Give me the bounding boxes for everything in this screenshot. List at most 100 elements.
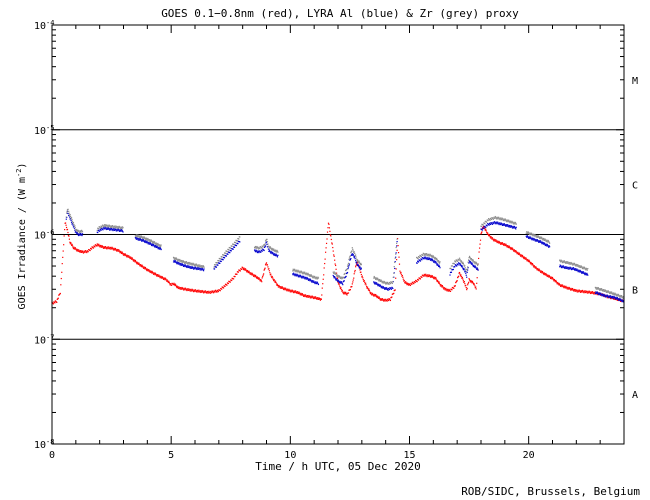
data-point [303,273,305,275]
data-point [194,290,196,293]
data-point [65,224,67,226]
data-point [83,250,85,252]
data-point [97,245,99,247]
data-point [496,241,498,243]
data-point [132,259,134,261]
data-point [561,266,564,268]
data-point [568,286,570,289]
data-point [391,282,393,285]
data-point [469,256,471,259]
data-point [481,229,484,231]
data-point [540,270,542,272]
data-point [258,277,260,279]
data-point [596,287,598,289]
data-point [540,241,542,243]
data-point [176,285,178,287]
data-point [510,247,513,250]
data-point [252,273,254,275]
data-point [460,264,462,266]
data-point [445,288,447,290]
data-point [460,276,463,278]
data-point [192,291,195,293]
data-point [561,285,563,288]
data-point [316,297,319,299]
data-point [394,289,396,291]
data-point [432,255,434,257]
data-point [479,243,481,245]
data-point [377,279,380,281]
data-point [540,242,543,244]
data-point [277,254,279,256]
data-point [302,277,304,279]
flare-class-m: M [632,76,638,87]
data-point [151,241,153,243]
data-point [466,287,468,290]
data-point [581,271,584,274]
data-point [615,295,617,297]
data-point [104,246,106,248]
data-point [185,261,188,263]
data-point [276,284,278,286]
data-point [559,264,561,266]
data-point [298,291,300,293]
data-point [432,276,434,278]
data-point [490,237,493,239]
data-point [176,258,178,260]
data-point [474,265,476,267]
data-point [69,243,71,245]
data-point [222,259,224,261]
data-point [545,243,547,245]
data-point [254,250,256,252]
data-point [515,222,517,224]
data-point [75,249,77,251]
data-point [60,277,62,280]
data-point [463,264,465,266]
data-point [125,254,127,256]
data-point [294,268,296,270]
data-point [261,247,263,249]
data-point [270,273,272,275]
data-point [359,266,361,268]
data-point [107,224,109,226]
data-point [600,293,602,295]
data-point [264,264,267,266]
data-point [298,292,300,294]
data-point [616,297,618,299]
data-point [210,291,212,293]
data-point [515,249,517,252]
data-point [582,267,585,269]
data-point [490,236,492,238]
data-point [121,230,124,232]
data-point [448,289,451,291]
data-point [613,293,615,295]
data-point [337,276,340,278]
data-point [570,289,572,291]
data-point [470,279,472,282]
data-point [437,260,439,262]
data-point [173,282,175,284]
data-point [602,289,605,291]
data-point [355,254,357,256]
data-point [263,244,266,246]
data-point [434,262,436,264]
data-point [589,292,591,294]
data-point [337,281,339,283]
data-point [114,226,116,228]
data-point [516,252,518,254]
data-point [490,218,493,221]
data-point [535,266,537,268]
data-point [434,256,436,259]
data-point [304,276,307,278]
data-point [72,224,74,226]
data-point [617,297,619,300]
data-point [140,235,142,237]
data-point [68,210,70,212]
data-point [421,276,423,278]
data-point [311,276,313,278]
data-point [258,246,260,248]
data-point [85,250,87,252]
data-point [511,248,513,251]
data-point [398,263,401,265]
data-point [192,268,195,270]
data-point [621,299,624,301]
